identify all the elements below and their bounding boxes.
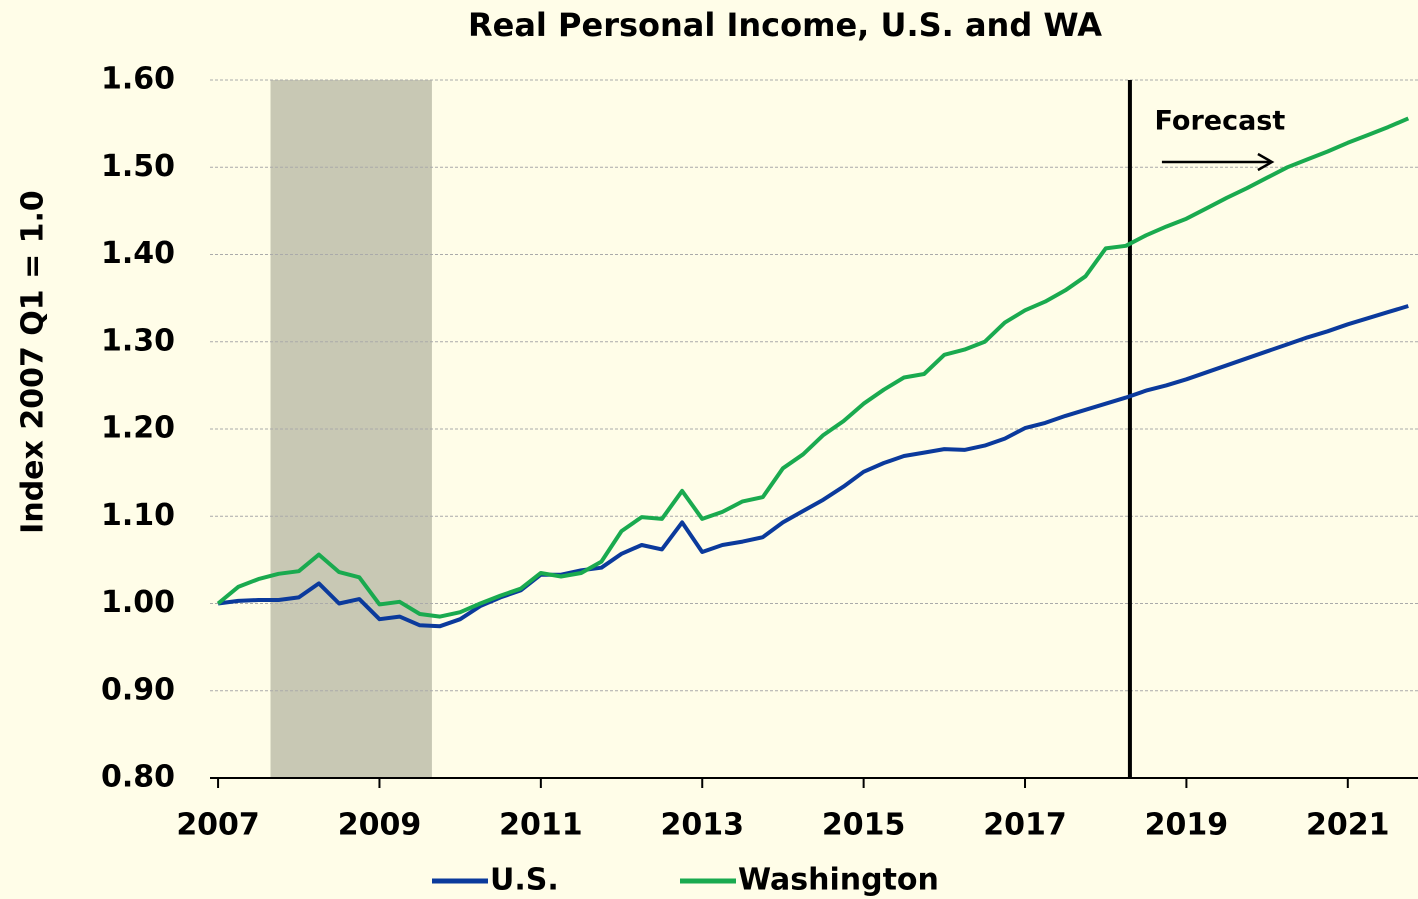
y-axis-label: Index 2007 Q1 = 1.0 [16, 190, 51, 534]
y-tick-label: 1.00 [101, 585, 175, 620]
y-tick-label: 1.50 [101, 149, 175, 184]
chart-title: Real Personal Income, U.S. and WA [468, 6, 1102, 44]
x-tick-label: 2017 [983, 808, 1067, 843]
y-tick-label: 1.60 [101, 62, 175, 97]
forecast-arrowhead [1257, 152, 1275, 172]
forecast-label: Forecast [1155, 106, 1286, 137]
y-tick-label: 1.10 [101, 498, 175, 533]
legend-label: Washington [738, 863, 939, 898]
y-tick-label: 1.40 [101, 236, 175, 271]
y-tick-label: 1.30 [101, 323, 175, 358]
legend-label: U.S. [490, 863, 559, 898]
y-tick-label: 0.90 [101, 672, 175, 707]
series-line [217, 304, 1409, 629]
x-tick-label: 2011 [499, 808, 583, 843]
y-tick-label: 1.20 [101, 411, 175, 446]
x-tick-label: 2021 [1306, 808, 1390, 843]
x-tick-label: 2019 [1145, 808, 1229, 843]
x-tick-label: 2009 [338, 808, 422, 843]
y-tick-label: 0.80 [101, 760, 175, 795]
x-tick-label: 2015 [822, 808, 906, 843]
x-tick-label: 2007 [176, 808, 260, 843]
series-line [216, 116, 1410, 619]
x-tick-label: 2013 [660, 808, 744, 843]
